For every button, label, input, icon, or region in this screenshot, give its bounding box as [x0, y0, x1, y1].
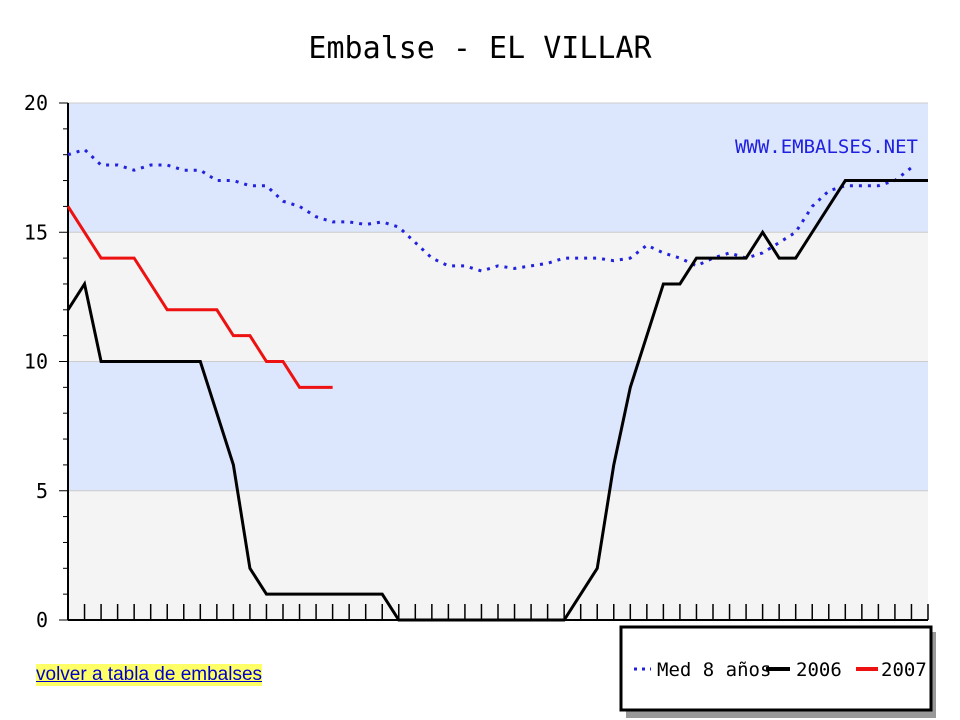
back-to-table-link[interactable]: volver a tabla de embalses — [36, 664, 263, 686]
y-tick-label-15: 15 — [24, 220, 48, 244]
background-bands — [68, 103, 928, 620]
band-0-5 — [68, 490, 928, 620]
y-tick-label-5: 5 — [36, 479, 48, 503]
legend: Med 8 años 2006 2007 — [619, 625, 936, 718]
series-line-1 — [66, 179, 928, 622]
band-5-10 — [68, 361, 928, 491]
series-1 — [66, 179, 929, 622]
chart-title: Embalse - EL VILLAR — [308, 31, 652, 66]
watermark-text: WWW.EMBALSES.NET — [735, 136, 918, 158]
y-tick-label-0: 0 — [36, 608, 48, 632]
band-10-15 — [68, 232, 928, 362]
series-layer — [66, 147, 929, 622]
band-15-20 — [68, 103, 928, 233]
y-tick-labels: 0 5 10 15 20 — [24, 91, 48, 632]
y-tick-label-10: 10 — [24, 350, 48, 374]
grid-lines — [68, 102, 928, 492]
legend-label-2: 2007 — [881, 659, 927, 681]
series-line-0 — [67, 147, 913, 273]
legend-label-0: Med 8 años — [657, 659, 771, 681]
legend-items: Med 8 años 2006 2007 — [634, 659, 927, 681]
legend-label-1: 2006 — [796, 659, 842, 681]
series-2 — [66, 205, 333, 389]
y-tick-label-20: 20 — [24, 91, 48, 115]
series-0 — [67, 147, 913, 273]
x-tick-marks — [67, 604, 929, 620]
